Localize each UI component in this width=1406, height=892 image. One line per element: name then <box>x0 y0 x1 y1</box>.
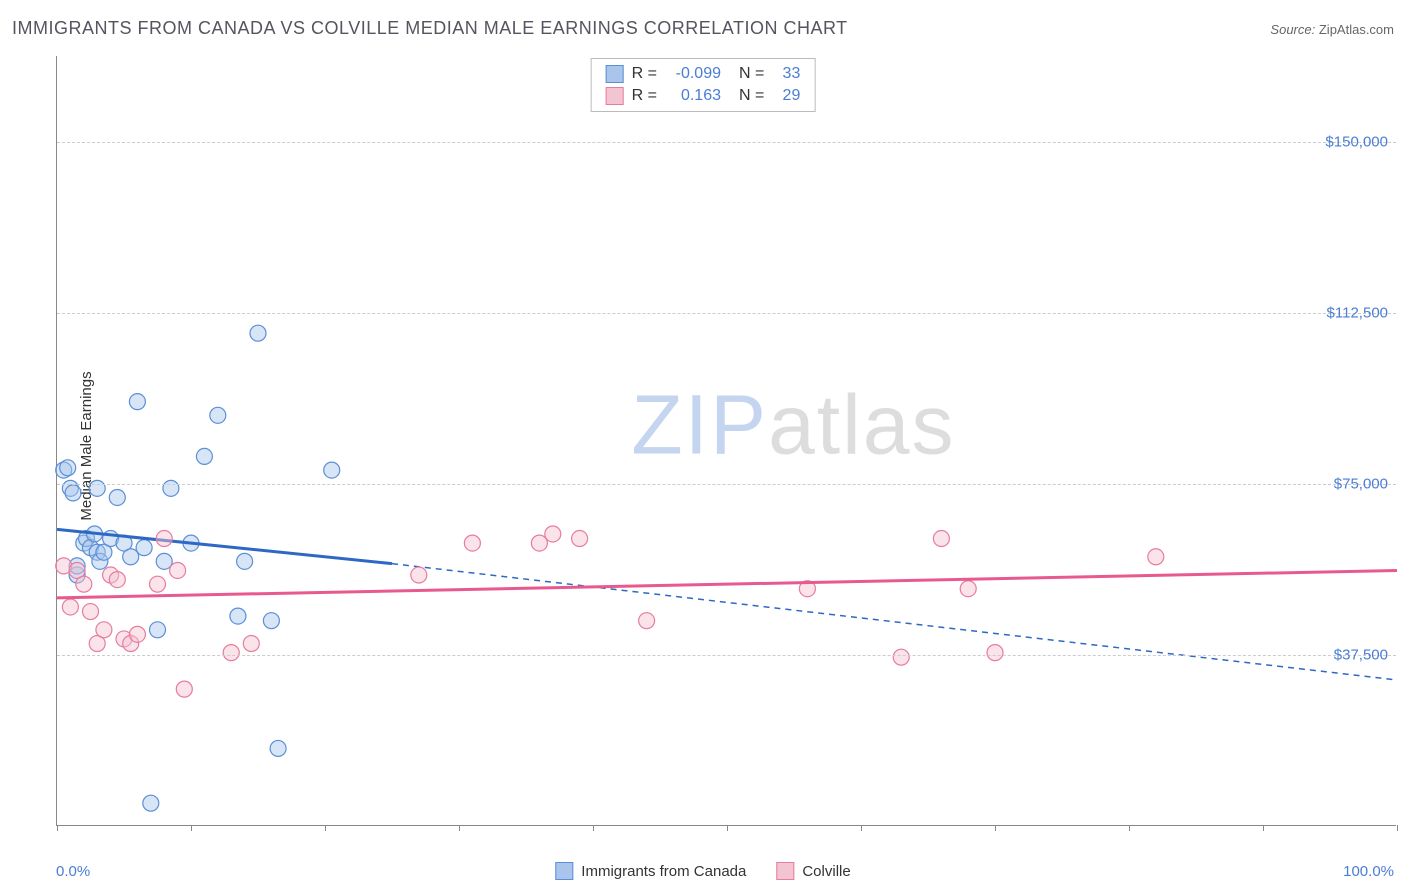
plot-area: ZIPatlas <box>56 56 1396 826</box>
correlation-legend-row: R = 0.163 N = 29 <box>606 87 801 105</box>
y-tick-label: $75,000 <box>1334 475 1388 492</box>
data-point <box>83 604 99 620</box>
n-value: 29 <box>772 87 800 105</box>
data-point <box>170 562 186 578</box>
data-point <box>639 613 655 629</box>
correlation-legend: R = -0.099 N = 33 R = 0.163 N = 29 <box>591 58 816 112</box>
legend-swatch <box>776 862 794 880</box>
x-tick <box>191 825 192 831</box>
x-tick <box>325 825 326 831</box>
y-tick-label: $112,500 <box>1327 304 1388 321</box>
data-point <box>136 540 152 556</box>
legend-item: Immigrants from Canada <box>555 862 746 880</box>
data-point <box>163 480 179 496</box>
series-legend: Immigrants from Canada Colville <box>555 862 850 880</box>
data-point <box>572 531 588 547</box>
x-tick <box>1129 825 1130 831</box>
x-tick <box>727 825 728 831</box>
legend-swatch <box>555 862 573 880</box>
correlation-legend-row: R = -0.099 N = 33 <box>606 65 801 83</box>
data-point <box>109 572 125 588</box>
trend-line <box>57 570 1397 597</box>
y-tick-label: $150,000 <box>1325 133 1388 150</box>
source: Source: ZipAtlas.com <box>1270 22 1394 37</box>
y-tick-label: $37,500 <box>1334 646 1388 663</box>
source-value: ZipAtlas.com <box>1319 22 1394 37</box>
data-point <box>464 535 480 551</box>
data-point <box>960 581 976 597</box>
data-point <box>62 599 78 615</box>
x-tick <box>459 825 460 831</box>
data-point <box>933 531 949 547</box>
data-point <box>156 531 172 547</box>
data-point <box>129 626 145 642</box>
data-point <box>176 681 192 697</box>
source-label: Source: <box>1270 22 1315 37</box>
data-point <box>65 485 81 501</box>
x-tick <box>57 825 58 831</box>
r-label: R = <box>632 87 657 105</box>
data-point <box>143 795 159 811</box>
data-point <box>243 635 259 651</box>
chart-title: IMMIGRANTS FROM CANADA VS COLVILLE MEDIA… <box>12 18 848 39</box>
data-point <box>411 567 427 583</box>
data-point <box>129 394 145 410</box>
data-point <box>60 460 76 476</box>
data-point <box>196 448 212 464</box>
r-value: -0.099 <box>665 65 721 83</box>
data-point <box>109 489 125 505</box>
gridline <box>57 484 1396 485</box>
x-axis-max-label: 100.0% <box>1343 863 1394 880</box>
data-point <box>96 622 112 638</box>
gridline <box>57 655 1396 656</box>
data-point <box>89 480 105 496</box>
legend-swatch <box>606 65 624 83</box>
n-label: N = <box>739 65 764 83</box>
data-point <box>150 576 166 592</box>
n-label: N = <box>739 87 764 105</box>
r-value: 0.163 <box>665 87 721 105</box>
data-point <box>545 526 561 542</box>
x-tick <box>593 825 594 831</box>
data-point <box>1148 549 1164 565</box>
legend-label: Immigrants from Canada <box>581 863 746 880</box>
gridline <box>57 313 1396 314</box>
data-point <box>263 613 279 629</box>
x-axis-min-label: 0.0% <box>56 863 90 880</box>
x-tick <box>861 825 862 831</box>
data-point <box>237 553 253 569</box>
data-point <box>893 649 909 665</box>
legend-label: Colville <box>802 863 850 880</box>
legend-item: Colville <box>776 862 850 880</box>
data-point <box>250 325 266 341</box>
data-point <box>270 740 286 756</box>
gridline <box>57 142 1396 143</box>
data-point <box>223 645 239 661</box>
n-value: 33 <box>772 65 800 83</box>
data-point <box>76 576 92 592</box>
data-point <box>324 462 340 478</box>
x-tick <box>1397 825 1398 831</box>
data-point <box>230 608 246 624</box>
x-tick <box>995 825 996 831</box>
r-label: R = <box>632 65 657 83</box>
chart-svg <box>57 56 1396 825</box>
legend-swatch <box>606 87 624 105</box>
data-point <box>150 622 166 638</box>
data-point <box>210 407 226 423</box>
title-bar: IMMIGRANTS FROM CANADA VS COLVILLE MEDIA… <box>12 18 1394 39</box>
x-tick <box>1263 825 1264 831</box>
data-point <box>987 645 1003 661</box>
